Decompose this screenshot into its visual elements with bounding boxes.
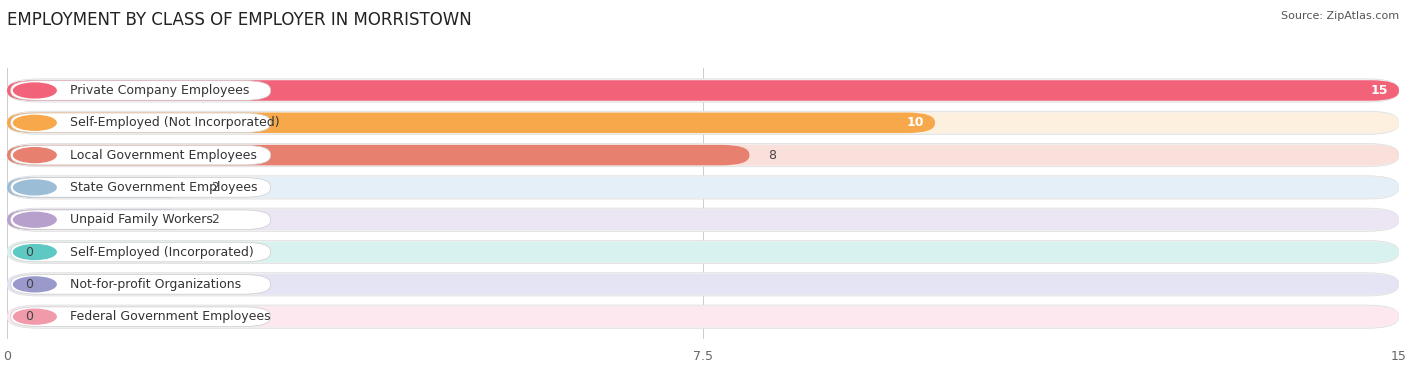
FancyBboxPatch shape: [11, 113, 270, 133]
Text: 2: 2: [211, 181, 219, 194]
Text: 10: 10: [907, 116, 924, 129]
Circle shape: [14, 245, 56, 259]
Text: 8: 8: [768, 149, 776, 162]
FancyBboxPatch shape: [11, 210, 270, 230]
FancyBboxPatch shape: [7, 242, 1399, 262]
Text: 2: 2: [211, 213, 219, 226]
FancyBboxPatch shape: [7, 305, 1399, 328]
FancyBboxPatch shape: [7, 210, 1399, 230]
Text: EMPLOYMENT BY CLASS OF EMPLOYER IN MORRISTOWN: EMPLOYMENT BY CLASS OF EMPLOYER IN MORRI…: [7, 11, 472, 29]
FancyBboxPatch shape: [7, 113, 1399, 133]
Text: 0: 0: [25, 278, 34, 291]
FancyBboxPatch shape: [7, 273, 1399, 296]
FancyBboxPatch shape: [11, 178, 270, 197]
Text: Private Company Employees: Private Company Employees: [70, 84, 249, 97]
FancyBboxPatch shape: [7, 176, 1399, 199]
Circle shape: [14, 115, 56, 130]
FancyBboxPatch shape: [7, 208, 1399, 231]
Circle shape: [14, 180, 56, 195]
FancyBboxPatch shape: [7, 144, 1399, 167]
Text: 0: 0: [25, 310, 34, 323]
Circle shape: [14, 212, 56, 227]
FancyBboxPatch shape: [7, 274, 1399, 294]
Text: State Government Employees: State Government Employees: [70, 181, 257, 194]
FancyBboxPatch shape: [7, 145, 749, 166]
FancyBboxPatch shape: [7, 145, 1399, 166]
FancyBboxPatch shape: [7, 177, 1399, 198]
Text: 15: 15: [1371, 84, 1388, 97]
Text: 0: 0: [25, 245, 34, 259]
Text: Federal Government Employees: Federal Government Employees: [70, 310, 271, 323]
FancyBboxPatch shape: [7, 80, 1399, 101]
Circle shape: [14, 277, 56, 292]
FancyBboxPatch shape: [11, 242, 270, 262]
Text: Self-Employed (Incorporated): Self-Employed (Incorporated): [70, 245, 254, 259]
FancyBboxPatch shape: [7, 177, 193, 198]
FancyBboxPatch shape: [7, 241, 1399, 264]
Circle shape: [14, 148, 56, 162]
Circle shape: [14, 309, 56, 324]
Text: Unpaid Family Workers: Unpaid Family Workers: [70, 213, 212, 226]
Text: Not-for-profit Organizations: Not-for-profit Organizations: [70, 278, 242, 291]
FancyBboxPatch shape: [7, 80, 1399, 101]
Text: Self-Employed (Not Incorporated): Self-Employed (Not Incorporated): [70, 116, 280, 129]
FancyBboxPatch shape: [11, 81, 270, 100]
FancyBboxPatch shape: [7, 113, 935, 133]
FancyBboxPatch shape: [11, 274, 270, 294]
Text: Local Government Employees: Local Government Employees: [70, 149, 257, 162]
FancyBboxPatch shape: [11, 146, 270, 165]
Text: Source: ZipAtlas.com: Source: ZipAtlas.com: [1281, 11, 1399, 21]
FancyBboxPatch shape: [7, 307, 1399, 327]
Circle shape: [14, 83, 56, 98]
FancyBboxPatch shape: [7, 111, 1399, 135]
FancyBboxPatch shape: [11, 307, 270, 326]
FancyBboxPatch shape: [7, 210, 193, 230]
FancyBboxPatch shape: [7, 79, 1399, 102]
